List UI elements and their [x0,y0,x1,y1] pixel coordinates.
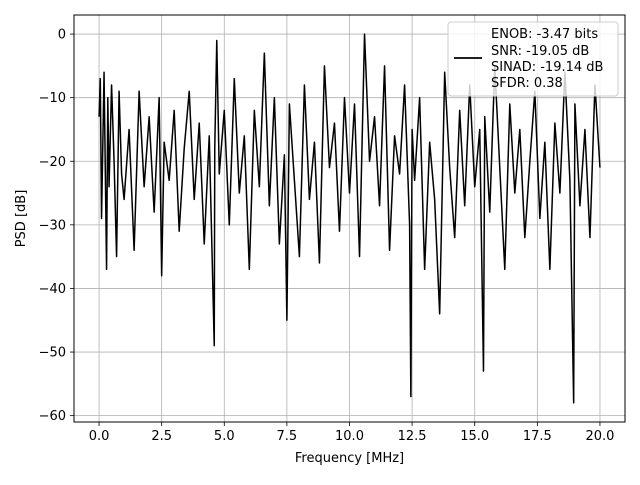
x-tick-label: 20.0 [585,429,614,444]
legend-sinad: SINAD: -19.14 dB [491,60,603,75]
legend-sfdr: SFDR: 0.38 [491,76,563,91]
psd-series-line [98,33,601,404]
x-tick-label: 0.0 [89,429,110,444]
y-tick-label: −10 [39,91,66,106]
y-tick-label: −20 [39,155,66,170]
legend-enob: ENOB: -3.47 bits [491,27,598,42]
legend: ENOB: -3.47 bits SNR: -19.05 dB SINAD: -… [447,21,619,97]
series-layer [98,33,601,404]
x-tick-label: 2.5 [151,429,172,444]
legend-box [447,21,619,97]
y-tick-label: −60 [39,409,66,424]
x-tick-label: 12.5 [398,429,427,444]
x-tick-label: 10.0 [335,429,364,444]
x-axis-label: Frequency [MHz] [295,451,404,466]
x-tick-label: 17.5 [523,429,552,444]
y-tick-label: 0 [58,28,66,43]
y-tick-label: −30 [39,218,66,233]
legend-snr: SNR: -19.05 dB [491,44,589,59]
y-axis-label: PSD [dB] [14,190,29,248]
x-tick-label: 5.0 [214,429,235,444]
y-ticks: 0 −10 −20 −30 −40 −50 −60 [39,28,74,424]
x-tick-label: 7.5 [277,429,298,444]
x-tick-label: 15.0 [460,429,489,444]
y-tick-label: −40 [39,282,66,297]
x-ticks: 0.0 2.5 5.0 7.5 10.0 12.5 15.0 17.5 20.0 [89,422,614,444]
y-tick-label: −50 [39,346,66,361]
